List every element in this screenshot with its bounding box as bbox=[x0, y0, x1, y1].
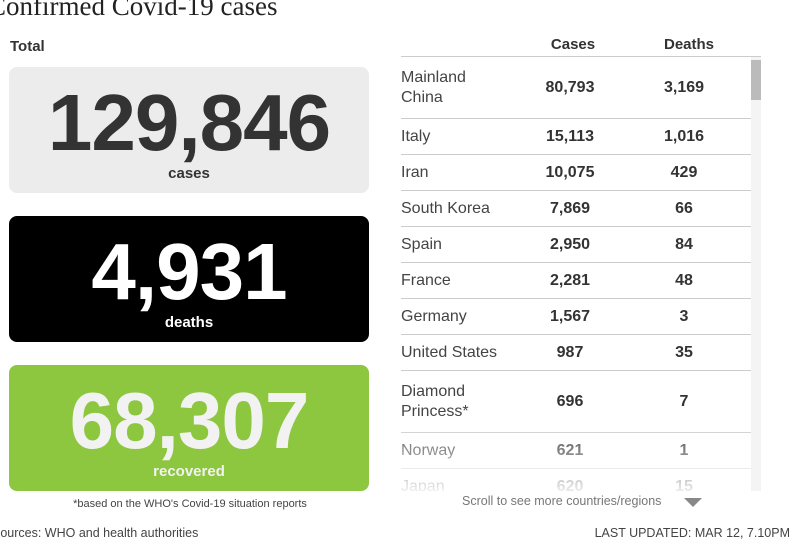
table-row: France 2,281 48 bbox=[401, 263, 751, 299]
cases-value: 1,567 bbox=[549, 307, 591, 325]
deaths-value: 66 bbox=[675, 199, 693, 217]
deaths-value: 429 bbox=[670, 163, 698, 181]
recovered-card: 68,307 recovered bbox=[9, 365, 369, 491]
table-row: United States 987 35 bbox=[401, 335, 751, 371]
deaths-value: 7 bbox=[679, 392, 689, 410]
table-row: Iran 10,075 429 bbox=[401, 155, 751, 191]
table-row: Mainland China 80,793 3,169 bbox=[401, 57, 751, 119]
table-row: Germany 1,567 3 bbox=[401, 299, 751, 335]
column-header: Deaths bbox=[663, 36, 715, 53]
fade bbox=[401, 420, 751, 491]
deaths-value: 35 bbox=[675, 343, 693, 361]
country: United States bbox=[401, 343, 498, 361]
title: Confirmed Covid-19 cases bbox=[0, 0, 278, 21]
country: Germany bbox=[401, 307, 467, 325]
country: Mainland China bbox=[401, 68, 466, 106]
scroll-thumb[interactable] bbox=[751, 60, 761, 100]
table-row: South Korea 7,869 66 bbox=[401, 191, 751, 227]
deaths-value: 3,169 bbox=[663, 78, 705, 96]
scroll-arrow[interactable] bbox=[684, 498, 702, 507]
card-label: recovered bbox=[153, 463, 225, 480]
cases-value: 696 bbox=[556, 392, 584, 410]
table-header: Cases Deaths bbox=[401, 36, 761, 57]
deaths-value: 1,016 bbox=[663, 127, 705, 145]
card-number: 4,931 bbox=[91, 227, 287, 316]
card-number: 68,307 bbox=[69, 376, 310, 465]
cases-value: 2,281 bbox=[549, 271, 591, 289]
country: Iran bbox=[401, 163, 429, 181]
cases-value: 10,075 bbox=[545, 163, 595, 181]
deaths-value: 84 bbox=[675, 235, 693, 253]
deaths-card: 4,931 deaths bbox=[9, 216, 369, 342]
card-label: cases bbox=[168, 165, 210, 182]
cases-value: 987 bbox=[556, 343, 584, 361]
sources: Sources: WHO and health authorities bbox=[0, 526, 199, 540]
deaths-value: 3 bbox=[679, 307, 689, 325]
last-updated: LAST UPDATED: MAR 12, 7.10PM bbox=[594, 526, 790, 540]
country: Diamond Princess* bbox=[401, 382, 469, 420]
country: Italy bbox=[401, 127, 431, 145]
card-label: deaths bbox=[164, 314, 214, 331]
scroll-hint[interactable]: Scroll to see more countries/regions bbox=[462, 494, 662, 508]
scrollbar[interactable] bbox=[751, 57, 761, 491]
country: France bbox=[401, 271, 451, 289]
cases-value: 7,869 bbox=[549, 199, 591, 217]
table-row: Spain 2,950 84 bbox=[401, 227, 751, 263]
footnote: *based on the WHO's Covid-19 situation r… bbox=[73, 498, 307, 510]
card-number: 129,846 bbox=[47, 78, 331, 167]
total-label: Total bbox=[10, 38, 45, 55]
country: Spain bbox=[401, 235, 442, 253]
column-header: Cases bbox=[550, 36, 596, 53]
cases-value: 80,793 bbox=[545, 78, 595, 96]
cases-card: 129,846 cases bbox=[9, 67, 369, 193]
cases-value: 2,950 bbox=[549, 235, 591, 253]
cases-value: 15,113 bbox=[545, 127, 595, 145]
country: South Korea bbox=[401, 199, 490, 217]
table-row: Italy 15,113 1,016 bbox=[401, 119, 751, 155]
deaths-value: 48 bbox=[675, 271, 693, 289]
